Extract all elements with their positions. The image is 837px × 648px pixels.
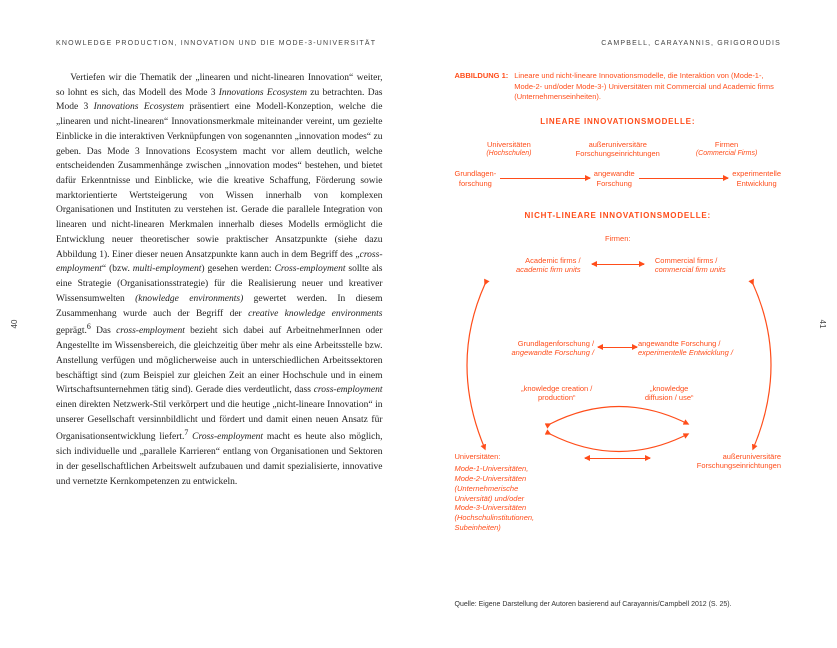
nonlinear-title: NICHT-LINEARE INNOVATIONSMODELLE: — [455, 211, 782, 220]
unis-label: Universitäten: — [455, 452, 575, 462]
linear-col-2: außeruniversitäre Forschungseinrichtunge… — [563, 140, 672, 160]
page-number-left: 40 — [10, 320, 19, 329]
node-angewandte: angewandte Forschung / experimentelle En… — [638, 339, 768, 359]
flow-3: experimentelle Entwicklung — [732, 169, 781, 189]
linear-col-3: Firmen (Commercial Firms) — [672, 140, 781, 159]
page-number-right: 41 — [818, 320, 827, 329]
node-extra: außeruniversitäre Forschungseinrichtunge… — [671, 452, 781, 472]
right-page: CAMPBELL, CARAYANNIS, GRIGOROUDIS ABBILD… — [419, 0, 837, 648]
flow-1: Grundlagen- forschung — [455, 169, 497, 189]
node-universities: Universitäten: Mode-1-Universitäten, Mod… — [455, 452, 575, 533]
node-kdiff: „knowledge diffusion / use“ — [629, 384, 709, 404]
angew-b: experimentelle Entwicklung / — [638, 348, 768, 358]
linear-col-1b: (Hochschulen) — [455, 149, 564, 158]
running-head-left: KNOWLEDGE PRODUCTION, INNOVATION UND DIE… — [56, 40, 383, 47]
linear-col-1: Universitäten (Hochschulen) — [455, 140, 564, 159]
grund-a: Grundlagenforschung / — [474, 339, 594, 349]
diagram: LINEARE INNOVATIONSMODELLE: Universitäte… — [455, 117, 782, 534]
running-head-right: CAMPBELL, CARAYANNIS, GRIGOROUDIS — [455, 40, 782, 47]
linear-col-2a: außeruniversitäre — [563, 140, 672, 150]
linear-col-2b: Forschungseinrichtungen — [563, 149, 672, 159]
linear-title: LINEARE INNOVATIONSMODELLE: — [455, 117, 782, 126]
node-grundlagen: Grundlagenforschung / angewandte Forschu… — [474, 339, 594, 359]
linear-flow: Grundlagen- forschung angewandte Forschu… — [455, 169, 782, 189]
linear-col-3b: (Commercial Firms) — [672, 149, 781, 158]
flow-2: angewandte Forschung — [594, 169, 635, 189]
left-page: KNOWLEDGE PRODUCTION, INNOVATION UND DIE… — [0, 0, 419, 648]
figure-caption: ABBILDUNG 1: Lineare und nicht-lineare I… — [455, 71, 782, 103]
arrow-icon — [500, 178, 590, 179]
unis-detail: Mode-1-Universitäten, Mode-2-Universität… — [455, 464, 575, 532]
figure-caption-text: Lineare und nicht-lineare Innovationsmod… — [514, 71, 781, 103]
double-arrow-icon — [598, 347, 637, 348]
arrow-icon — [639, 178, 729, 179]
body-text: Vertiefen wir die Thematik der „linearen… — [56, 71, 383, 489]
linear-col-3a: Firmen — [672, 140, 781, 150]
nonlinear-diagram: Firmen: Academic firms / academic firm u… — [455, 234, 782, 534]
node-kcreate: „knowledge creation / production“ — [507, 384, 607, 404]
angew-a: angewandte Forschung / — [638, 339, 768, 349]
double-arrow-icon — [585, 458, 650, 459]
linear-col-1a: Universitäten — [455, 140, 564, 150]
figure-source: Quelle: Eigene Darstellung der Autoren b… — [455, 601, 782, 608]
grund-b: angewandte Forschung / — [474, 348, 594, 358]
page-spread: KNOWLEDGE PRODUCTION, INNOVATION UND DIE… — [0, 0, 837, 648]
linear-headers: Universitäten (Hochschulen) außerunivers… — [455, 140, 782, 160]
figure-label: ABBILDUNG 1: — [455, 71, 509, 103]
